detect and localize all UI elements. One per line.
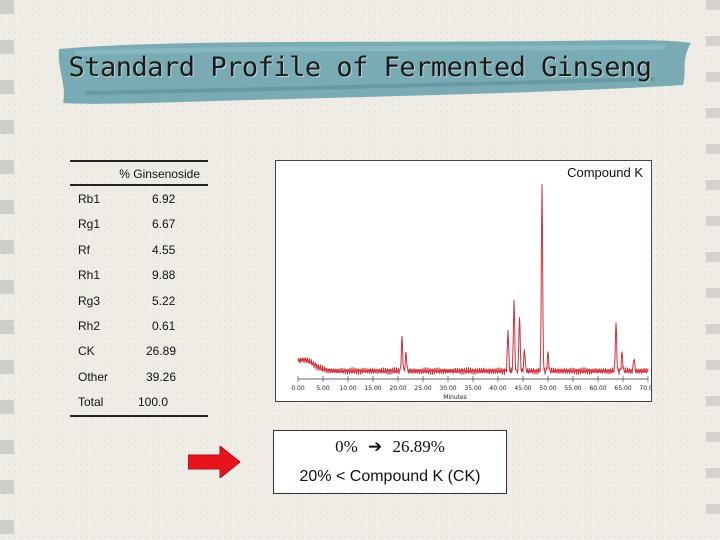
x-tick-label: 50.00 xyxy=(539,385,556,392)
x-tick-label: 5.00 xyxy=(316,385,330,392)
x-tick-label: 70.00 xyxy=(639,385,651,392)
x-tick-label: 65.00 xyxy=(614,385,631,392)
x-tick-label: 45.00 xyxy=(514,385,531,392)
x-axis-label: Minutes xyxy=(443,394,467,401)
row-name: CK xyxy=(78,344,95,359)
x-tick-label: 30.00 xyxy=(439,385,456,392)
x-tick-label: 55.00 xyxy=(564,385,581,392)
row-name: Rh2 xyxy=(78,318,101,333)
left-edge-texture xyxy=(0,0,14,540)
row-value: 6.67 xyxy=(152,217,176,232)
row-value: 100.0 xyxy=(138,395,169,410)
x-tick-label: 35.00 xyxy=(464,385,481,392)
table-row: Total 100.0 xyxy=(70,389,208,414)
row-value: 6.92 xyxy=(152,192,176,206)
row-value: 26.89 xyxy=(146,344,177,359)
row-value: 4.55 xyxy=(152,242,176,257)
conclusion-statement: 20% < Compound K (CK) xyxy=(299,468,481,485)
row-value: 9.88 xyxy=(152,268,176,283)
table-row: CK 26.89 xyxy=(70,338,208,363)
right-arrow-icon xyxy=(188,446,240,478)
row-name: Rf xyxy=(78,242,90,257)
table-row: Rg1 6.67 xyxy=(70,211,208,236)
row-name: Rb1 xyxy=(78,192,101,206)
table-row: Rf 4.55 xyxy=(70,237,208,262)
row-value: 39.26 xyxy=(146,369,177,384)
row-name: Other xyxy=(78,369,109,384)
chromatogram-plot: 0.00 5.00 10.00 15.00 20.00 25.00 30.00 35.00 40… xyxy=(291,183,657,401)
ginsenoside-table: % Ginsenoside Rb1 6.92 Rg1 6.67 Rf 4.55 Rh1… xyxy=(70,160,208,417)
row-name: Rg1 xyxy=(78,217,101,232)
row-name: Total xyxy=(78,395,104,410)
table-header: % Ginsenoside xyxy=(70,162,208,186)
chromatogram-panel: 0.00 5.00 10.00 15.00 20.00 25.00 30.00 35.00 40… xyxy=(275,160,657,402)
x-tick-label: 0.00 xyxy=(291,385,305,392)
row-value: 5.22 xyxy=(152,293,176,308)
x-tick-label: 60.00 xyxy=(589,385,606,392)
x-tick-label: 15.00 xyxy=(364,385,381,392)
compound-k-label: Compound K xyxy=(567,165,643,180)
table-row: Rh2 0.61 xyxy=(70,313,208,338)
title-brush-stroke xyxy=(58,40,692,104)
table-row: Rg3 5.22 xyxy=(70,288,208,313)
slide-title: Standard Profile of Fermented Ginseng xyxy=(68,52,652,83)
row-name: Rh1 xyxy=(78,268,101,283)
row-value: 0.61 xyxy=(152,318,176,333)
conclusion-range: 0% ➔ 26.89% xyxy=(274,437,506,457)
right-edge-texture xyxy=(706,0,720,540)
table-row: Rh1 9.88 xyxy=(70,262,208,287)
x-tick-label: 40.00 xyxy=(489,385,506,392)
x-tick-label: 20.00 xyxy=(389,385,406,392)
chromatogram-trace xyxy=(297,183,649,376)
x-tick-label: 25.00 xyxy=(414,385,431,392)
range-end: 26.89% xyxy=(392,437,445,456)
range-start: 0% xyxy=(335,437,358,456)
right-arrow-icon: ➔ xyxy=(368,437,383,456)
conclusion-box: 0% ➔ 26.89% 20% < Compound K (CK) xyxy=(273,430,507,494)
x-tick-label: 10.00 xyxy=(339,385,356,392)
row-name: Rg3 xyxy=(78,293,101,308)
table-row: Rb1 6.92 xyxy=(70,186,208,211)
table-row: Other 39.26 xyxy=(70,364,208,389)
